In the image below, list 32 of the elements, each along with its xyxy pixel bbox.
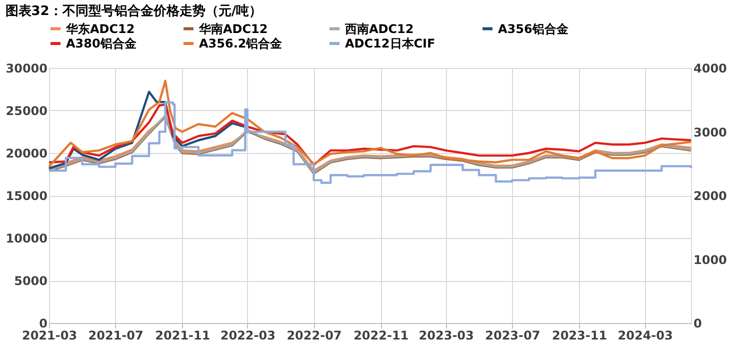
legend-label: 西南ADC12 — [344, 22, 414, 36]
y-tick-label: 20000 — [6, 146, 48, 160]
y-tick-label: 15000 — [6, 189, 48, 203]
x-tick-label: 2022-11 — [354, 328, 409, 342]
y-tick-label: 25000 — [6, 104, 48, 118]
y-tick-label: 10000 — [6, 232, 48, 246]
x-tick-label: 2023-11 — [552, 328, 608, 342]
x-tick-label: 2021-11 — [155, 328, 210, 342]
x-tick-label: 2022-07 — [286, 328, 342, 342]
x-tick-label: 2023-03 — [418, 328, 474, 342]
x-tick-label: 2022-03 — [220, 328, 276, 342]
x-tick-label: 2021-03 — [22, 328, 78, 342]
line-series — [48, 80, 692, 168]
legend-label: A356铝合金 — [498, 22, 570, 36]
y2-tick-label: 3000 — [694, 125, 727, 140]
y-tick-label: 30000 — [6, 62, 48, 76]
legend-label: A356.2铝合金 — [199, 36, 284, 50]
x-tick-label: 2021-07 — [88, 328, 144, 342]
legend-label: ADC12日本CIF — [345, 36, 436, 50]
line-series — [48, 103, 692, 166]
y2-tick-label: 2000 — [694, 189, 727, 203]
y-tick-label: 5000 — [14, 274, 48, 288]
chart-title: 图表32：不同型号铝合金价格走势（元/吨） — [5, 3, 262, 19]
legend-label: 华东ADC12 — [65, 22, 135, 36]
y2-tick-label: 1000 — [694, 252, 727, 267]
y2-tick-label: 4000 — [694, 62, 727, 76]
y-tick-label: 0 — [39, 316, 48, 330]
x-tick-label: 2024-03 — [618, 328, 673, 342]
y2-tick-label: 0 — [694, 316, 702, 330]
legend-label: A380铝合金 — [66, 36, 138, 50]
x-tick-label: 2023-07 — [485, 328, 540, 342]
legend-label: 华南ADC12 — [198, 22, 268, 36]
